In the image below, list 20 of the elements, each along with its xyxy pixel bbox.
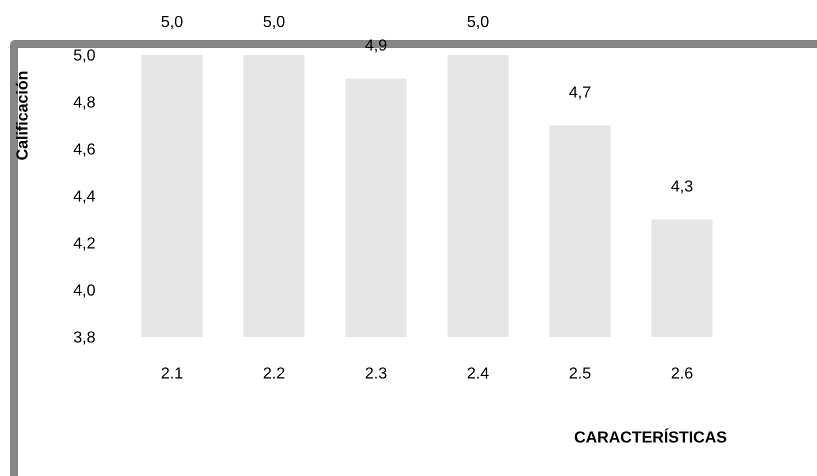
data-label: 4,7 [568, 84, 592, 102]
y-tick-label: 4,6 [73, 142, 96, 158]
x-tick-label: 2.5 [568, 366, 592, 382]
x-tick-label: 2.2 [262, 366, 286, 382]
data-label: 4,3 [670, 178, 694, 196]
y-tick-label: 5,0 [73, 48, 96, 64]
x-tick-label: 2.6 [670, 366, 694, 382]
x-axis-title: CARACTERÍSTICAS [574, 428, 728, 446]
y-tick-label: 4,2 [73, 236, 96, 252]
y-axis-title: Calificación [14, 70, 32, 160]
y-tick-label: 4,0 [73, 282, 96, 300]
y-tick-label: 4,8 [73, 94, 96, 112]
data-label: 5,0 [160, 14, 184, 31]
y-tick-label: 4,4 [73, 188, 96, 206]
x-tick-label: 2.4 [466, 366, 490, 382]
x-tick-label: 2.1 [160, 366, 184, 382]
y-tick-label: 3,8 [73, 330, 96, 346]
data-label: 5,0 [262, 14, 286, 31]
x-tick-label: 2.3 [364, 366, 388, 382]
data-label: 5,0 [466, 14, 490, 31]
